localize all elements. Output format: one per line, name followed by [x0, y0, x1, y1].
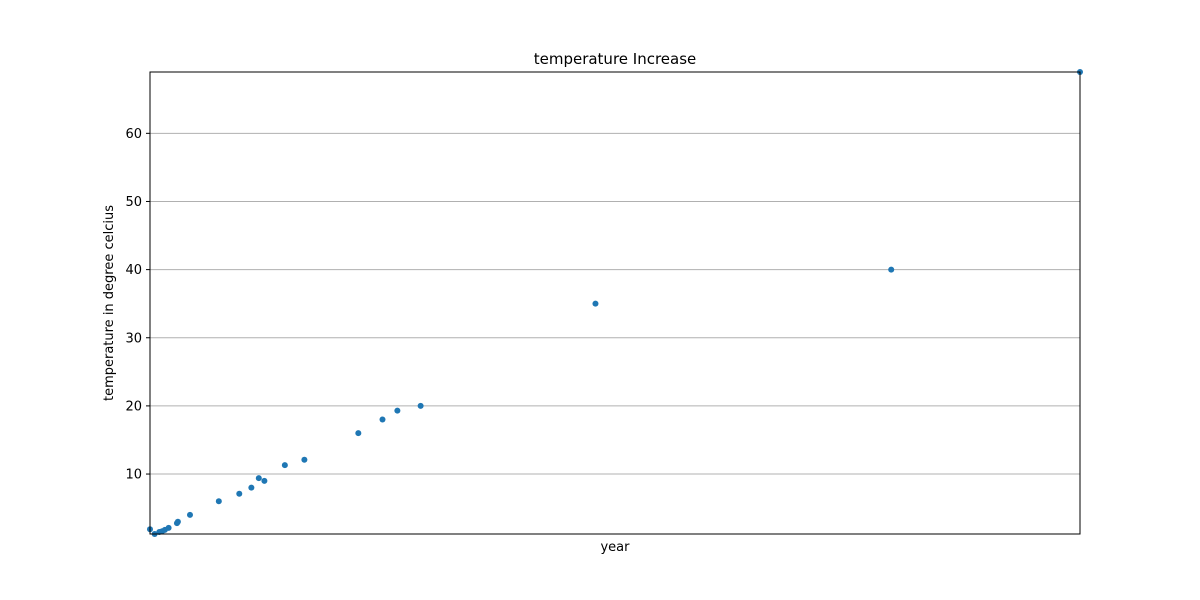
y-tick-label: 60: [125, 127, 142, 142]
y-axis-label: temperature in degree celcius: [102, 205, 117, 401]
y-tick-label: 10: [125, 468, 142, 483]
scatter-point: [394, 407, 401, 414]
scatter-point: [417, 402, 424, 409]
y-tick-label: 30: [125, 331, 142, 346]
gridlines: [150, 132, 1080, 475]
y-tick-label: 50: [125, 195, 142, 210]
scatter-point: [888, 266, 895, 273]
scatter-point: [281, 462, 288, 469]
scatter-point: [165, 524, 172, 531]
y-tick-label: 40: [125, 263, 142, 278]
scatter-point: [301, 456, 308, 463]
y-tick-label: 20: [125, 399, 142, 414]
scatter-series: [147, 69, 1083, 537]
scatter-point: [174, 518, 181, 525]
scatter-point: [261, 477, 268, 484]
y-axis-ticks: 10 20 30 40 50 60: [125, 127, 150, 483]
scatter-point: [236, 490, 243, 497]
chart-title: temperature Increase: [534, 50, 697, 68]
plot-area-frame: [149, 71, 1081, 535]
x-axis-label: year: [600, 540, 630, 555]
scatter-point: [186, 511, 193, 518]
scatter-point: [215, 498, 222, 505]
scatter-point: [248, 484, 255, 491]
scatter-point: [379, 416, 386, 423]
scatter-point: [355, 430, 362, 437]
scatter-point: [255, 475, 262, 482]
scatter-point: [592, 300, 599, 307]
